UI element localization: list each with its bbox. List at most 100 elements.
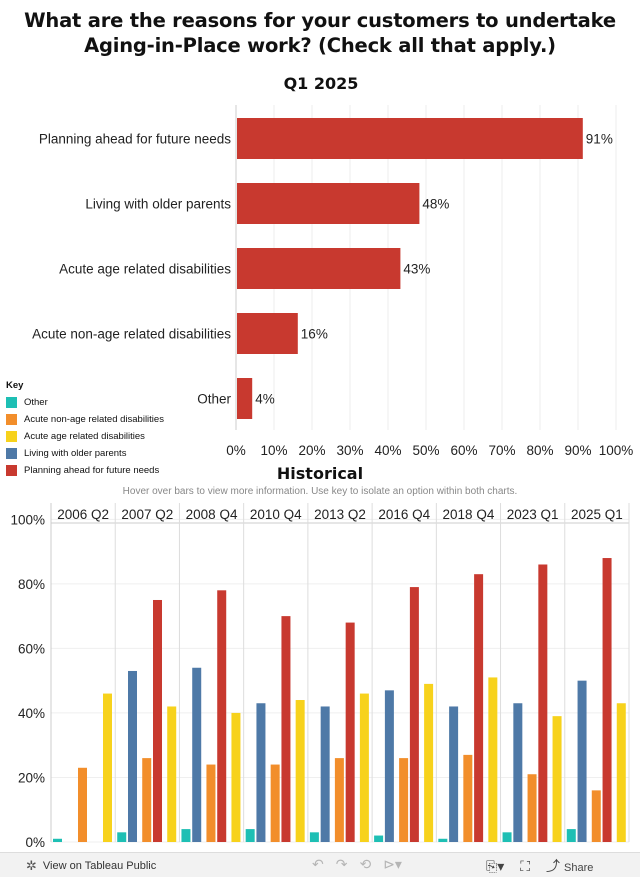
bar[interactable] [78, 767, 87, 842]
legend-label: Living with older parents [24, 448, 127, 459]
bar[interactable] [206, 764, 216, 842]
bar[interactable] [384, 690, 394, 842]
bar[interactable] [334, 758, 344, 842]
bar[interactable] [502, 832, 512, 842]
bar[interactable] [237, 118, 583, 159]
bar[interactable] [217, 590, 227, 842]
bar-value-label: 16% [301, 327, 328, 342]
bar[interactable] [449, 706, 459, 842]
historical-subtitle: Hover over bars to view more information… [122, 486, 518, 497]
q1-bar-chart: Planning ahead for future needs 91% Living… [32, 105, 634, 455]
category-label: Planning ahead for future needs [39, 132, 231, 147]
chart-title: What are the reasons for your customers … [0, 8, 640, 58]
share-icon: ⤴ [546, 858, 561, 874]
legend-title: Key [6, 380, 24, 391]
undo-icon[interactable]: ↶ [312, 856, 324, 872]
period-header: 2018 Q4 [443, 507, 495, 522]
view-on-tableau-label: View on Tableau Public [42, 860, 157, 872]
bar[interactable] [237, 313, 298, 354]
x-tick-label: 40% [374, 443, 401, 455]
period-header: 2013 Q2 [314, 507, 366, 522]
category-label: Living with older parents [85, 197, 231, 212]
legend-swatch [6, 397, 17, 408]
x-tick-label: 100% [599, 443, 634, 455]
bar[interactable] [53, 838, 62, 842]
legend-swatch [6, 465, 17, 476]
legend-item[interactable]: Acute age related disabilities [6, 428, 164, 445]
bar[interactable] [281, 616, 291, 842]
bar[interactable] [359, 693, 369, 842]
bar[interactable] [602, 558, 612, 842]
bar[interactable] [424, 683, 434, 842]
legend-item[interactable]: Planning ahead for future needs [6, 462, 164, 479]
bar[interactable] [245, 829, 255, 842]
bar[interactable] [566, 829, 576, 842]
tableau-logo-icon: ✲ [26, 858, 37, 873]
bar[interactable] [616, 703, 626, 842]
x-tick-label: 70% [488, 443, 515, 455]
bar[interactable] [399, 758, 409, 842]
bar[interactable] [153, 599, 162, 842]
x-tick-label: 80% [526, 443, 553, 455]
pause-icon[interactable]: ⊳▾ [383, 856, 402, 872]
bar[interactable] [438, 838, 448, 842]
bar[interactable] [237, 248, 401, 289]
y-tick-label: 60% [18, 641, 45, 656]
bar[interactable] [577, 680, 587, 842]
bar[interactable] [320, 706, 330, 842]
bar[interactable] [270, 764, 280, 842]
bar[interactable] [295, 700, 305, 842]
category-label: Acute age related disabilities [59, 262, 231, 277]
redo-icon[interactable]: ↷ [335, 856, 348, 872]
x-tick-label: 90% [564, 443, 591, 455]
x-tick-label: 30% [336, 443, 363, 455]
bar[interactable] [256, 703, 266, 842]
bar[interactable] [142, 758, 152, 842]
legend-label: Planning ahead for future needs [24, 465, 160, 476]
x-tick-label: 60% [450, 443, 477, 455]
historical-title: Historical [276, 464, 364, 483]
bar[interactable] [527, 774, 537, 842]
bar[interactable] [237, 183, 420, 224]
legend-item[interactable]: Acute non-age related disabilities [6, 411, 164, 428]
y-tick-label: 0% [25, 835, 45, 848]
bar[interactable] [374, 835, 384, 842]
share-button[interactable]: ⤴ Share [546, 856, 593, 876]
fullscreen-icon[interactable]: ⛶ [520, 857, 531, 874]
legend-swatch [6, 448, 17, 459]
bar[interactable] [128, 670, 137, 842]
revert-icon[interactable]: ⟲ [359, 856, 372, 872]
bar[interactable] [513, 703, 523, 842]
bar[interactable] [591, 790, 601, 842]
period-header: 2025 Q1 [571, 507, 623, 522]
legend-swatch [6, 431, 17, 442]
bar[interactable] [474, 574, 484, 842]
title-line-1: What are the reasons for your customers … [24, 9, 616, 32]
bar-value-label: 4% [255, 392, 275, 407]
period-header: 2007 Q2 [121, 507, 173, 522]
legend-swatch [6, 414, 17, 425]
bar[interactable] [192, 667, 202, 842]
bar[interactable] [181, 829, 191, 842]
history-controls: ↶ ↷ ⟲ ⊳▾ [312, 856, 402, 873]
bar[interactable] [409, 587, 419, 842]
y-tick-label: 40% [18, 706, 45, 721]
bar[interactable] [463, 754, 473, 842]
bar[interactable] [488, 677, 498, 842]
x-tick-label: 20% [298, 443, 325, 455]
bar[interactable] [117, 832, 127, 842]
view-on-tableau-link[interactable]: ✲ View on Tableau Public [26, 858, 156, 874]
bar[interactable] [167, 706, 177, 842]
period-header: 2023 Q1 [507, 507, 559, 522]
bar[interactable] [345, 622, 355, 842]
bar[interactable] [231, 712, 241, 842]
bar[interactable] [237, 378, 253, 419]
bar[interactable] [552, 716, 562, 842]
legend-item[interactable]: Living with older parents [6, 445, 164, 462]
category-label: Other [197, 392, 231, 407]
bar[interactable] [538, 564, 548, 842]
legend-item[interactable]: Other [6, 394, 164, 411]
bar[interactable] [309, 832, 319, 842]
bar[interactable] [103, 693, 112, 842]
download-icon[interactable]: ⎘▾ [486, 857, 505, 874]
